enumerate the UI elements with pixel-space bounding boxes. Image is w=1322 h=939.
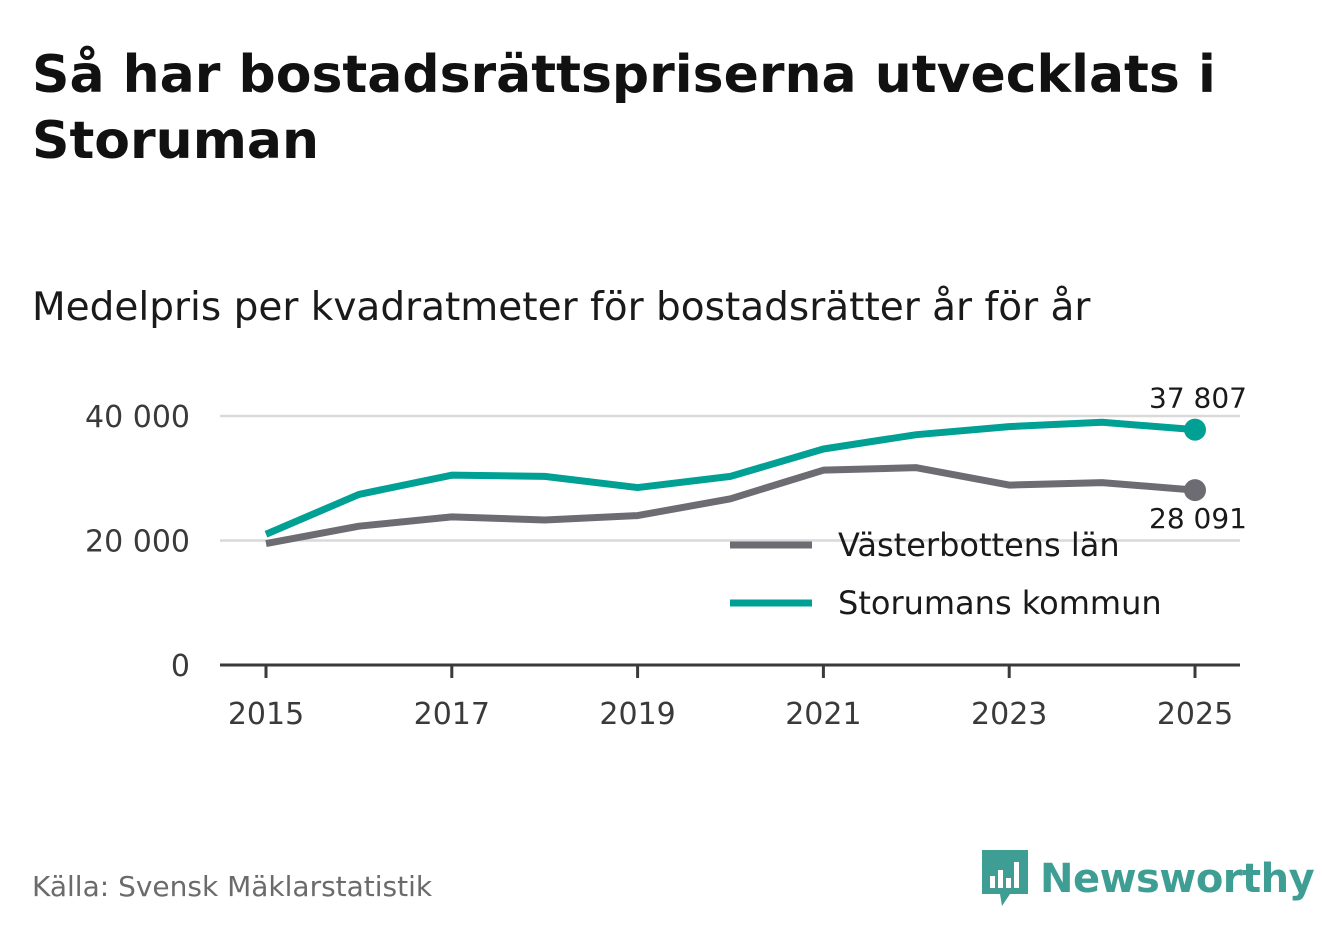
series-line-1 bbox=[264, 418, 1196, 538]
x-tick-label: 2019 bbox=[599, 697, 675, 732]
series-end-point-1 bbox=[1184, 418, 1206, 441]
chart-subtitle: Medelpris per kvadratmeter för bostadsrä… bbox=[32, 285, 1091, 330]
x-axis: 2015 2017 2019 2021 2023 2025 bbox=[220, 663, 1240, 732]
y-tick-label: 20 000 bbox=[85, 525, 190, 560]
series-end-point-0 bbox=[1184, 479, 1206, 502]
end-label-1: 37 807 bbox=[1149, 382, 1247, 415]
legend-label-0: Västerbottens län bbox=[838, 526, 1120, 564]
newsworthy-logo-icon bbox=[982, 850, 1028, 906]
brand-name: Newsworthy bbox=[1040, 856, 1315, 902]
end-labels: 28 091 37 807 bbox=[1149, 382, 1247, 535]
chart-title: Så har bostadsrättspriserna utvecklats i… bbox=[32, 45, 1216, 171]
series-lines bbox=[264, 418, 1206, 548]
line-chart: 0 20 000 40 000 2015 2017 2019 2021 2023 2025 V… bbox=[85, 382, 1247, 732]
source-note: Källa: Svensk Mäklarstatistik bbox=[32, 870, 433, 903]
x-tick-label: 2023 bbox=[971, 697, 1047, 732]
y-tick-label: 40 000 bbox=[85, 400, 190, 435]
x-tick-label: 2021 bbox=[785, 697, 861, 732]
series-line-0 bbox=[265, 464, 1196, 548]
x-tick-label: 2015 bbox=[228, 697, 304, 732]
y-tick-label: 0 bbox=[171, 649, 190, 684]
x-tick-label: 2017 bbox=[414, 697, 490, 732]
x-tick-label: 2025 bbox=[1157, 697, 1233, 732]
gridlines bbox=[220, 414, 1240, 542]
brand-logo[interactable]: Newsworthy bbox=[980, 848, 1315, 910]
end-label-0: 28 091 bbox=[1149, 502, 1247, 535]
legend-label-1: Storumans kommun bbox=[838, 584, 1162, 622]
y-axis-ticks: 0 20 000 40 000 bbox=[85, 400, 190, 684]
legend: Västerbottens län Storumans kommun bbox=[730, 526, 1162, 622]
